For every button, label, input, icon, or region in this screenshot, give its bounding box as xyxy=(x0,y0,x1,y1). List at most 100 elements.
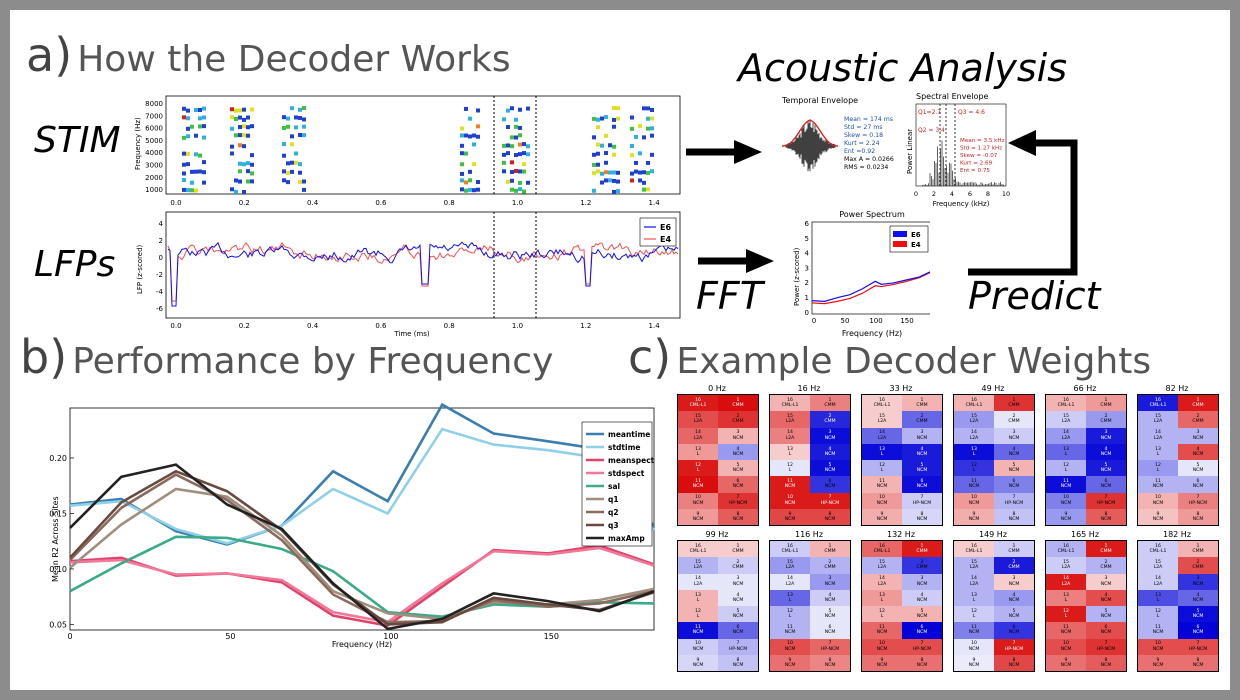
spectrogram-ytick: 1000 xyxy=(145,186,163,194)
weight-cell-label: NCM xyxy=(784,516,796,522)
ps-legend-label-e4: E4 xyxy=(911,241,921,249)
spectrogram-cell xyxy=(464,133,468,138)
weight-cell: 16 CML-L1 xyxy=(862,395,902,412)
weight-cell: 15 L2A xyxy=(862,411,902,428)
spectrogram-cell xyxy=(646,160,650,165)
weight-cell: 4 NCM xyxy=(1086,589,1126,606)
weight-cell: 2 CMM xyxy=(718,411,758,428)
weight-cell-label: L xyxy=(788,597,792,603)
weight-cell-label: CMM xyxy=(1100,565,1112,571)
weight-cell: 4 NCM xyxy=(994,589,1034,606)
spectral-q2-label: Q2 = 3.4 xyxy=(918,127,945,134)
weight-cell-label: 13 xyxy=(879,592,885,598)
weight-cell: 5 NCM xyxy=(1086,606,1126,623)
weight-cell-label: 13 xyxy=(695,446,701,452)
weight-cell: 15 L2A xyxy=(678,557,718,574)
spectrogram-cell xyxy=(472,133,476,138)
weight-cell-label: CMM xyxy=(1100,549,1112,555)
weight-cell-label: L xyxy=(880,468,884,474)
spectral-q1-label: Q1=2.7 xyxy=(918,109,941,116)
weight-cell-label: L2A xyxy=(785,435,795,441)
spectrogram-cell xyxy=(298,115,302,120)
weight-cell-label: 10 xyxy=(695,641,701,647)
spectrogram-cell xyxy=(646,106,650,111)
weight-cell-label: NCM xyxy=(1060,516,1072,522)
weight-cell-label: NCM xyxy=(1152,516,1164,522)
spectrogram-cell xyxy=(230,115,234,120)
weight-cell-label: NCM xyxy=(824,451,836,457)
weight-cell: 12 L xyxy=(678,606,718,623)
weight-cell-label: NCM xyxy=(1008,484,1020,490)
legend-label-q2: q2 xyxy=(608,508,619,517)
spectrogram-cell xyxy=(242,133,246,138)
weight-cell: 9 NCM xyxy=(862,508,902,525)
weight-cell-label: 7 xyxy=(1104,495,1108,501)
weight-cell-label: NCM xyxy=(732,484,744,490)
spectrogram-yticks: 8000 7000 6000 5000 4000 3000 2000 1000 xyxy=(145,100,163,194)
weight-cell: 11 NCM xyxy=(862,622,902,639)
weight-cell-label: 7 xyxy=(1012,641,1016,647)
weight-cell: 2 CMM xyxy=(902,557,942,574)
weight-cell-label: L xyxy=(880,597,884,603)
weight-cell: 12 L xyxy=(1138,460,1178,477)
weight-cell-label: 15 xyxy=(695,414,701,420)
weight-cell-label: NCM xyxy=(732,435,744,441)
weight-cell-label: L xyxy=(1064,614,1068,620)
section-c-letter: c) xyxy=(628,330,672,384)
weight-cell-label: NCM xyxy=(692,662,704,668)
weight-cell-label: 16 xyxy=(1063,543,1069,549)
weight-cell-label: NCM xyxy=(732,451,744,457)
spectrogram-cell xyxy=(194,188,198,193)
weight-cell-label: 4 xyxy=(736,592,740,598)
weight-cell-label: 13 xyxy=(1155,446,1161,452)
weight-cell-label: L2A xyxy=(969,435,979,441)
weight-cell: 10 NCM xyxy=(770,638,810,655)
spectrogram-cell xyxy=(460,171,464,176)
performance-chart: 0.20 0.15 0.10 0.05 0 50 100 150 meantime stdti… xyxy=(49,402,656,649)
weight-cell-label: 3 xyxy=(1012,430,1016,436)
weight-cell-label: NCM xyxy=(876,516,888,522)
weight-cell-label: 11 xyxy=(879,479,885,485)
weight-cell: 8 NCM xyxy=(718,654,758,671)
weight-cell-label: 1 xyxy=(828,543,832,549)
weight-cell-label: L xyxy=(1156,451,1160,457)
weight-cell: 1 CMM xyxy=(1086,395,1126,412)
weight-cell: 15 L2A xyxy=(678,411,718,428)
weight-cell: 3 NCM xyxy=(902,573,942,590)
weight-cell-label: NCM xyxy=(732,614,744,620)
spectrogram-cell xyxy=(506,179,510,184)
lfp-xtick: 1.4 xyxy=(649,322,661,330)
performance-xticks: 0 50 100 150 xyxy=(67,632,559,641)
weight-cell-label: L2A xyxy=(693,565,703,571)
spectrogram-ytick: 5000 xyxy=(145,137,163,145)
spectrogram-cell xyxy=(638,178,642,183)
weight-panel-title: 165 Hz xyxy=(1070,530,1100,539)
weight-cell-label: NCM xyxy=(1100,451,1112,457)
spectrogram-cell xyxy=(202,124,206,129)
spectrogram-ytick: 6000 xyxy=(145,125,163,133)
weight-cell: 1 CMM xyxy=(810,541,850,558)
weight-cell-label: 14 xyxy=(695,576,701,582)
arrow-head-lfp xyxy=(746,249,774,273)
weight-cell-label: 4 xyxy=(1196,446,1200,452)
weight-cell: 8 NCM xyxy=(718,508,758,525)
weight-panel-grid: 16 CML-L1 1 CMM 15 L2A 2 CMM 14 L2A 3 NCM 13 L 4 NCM 12 L… xyxy=(1045,540,1127,672)
weight-cell-label: NCM xyxy=(968,484,980,490)
weight-cell-label: NCM xyxy=(824,516,836,522)
weight-cell-label: NCM xyxy=(1100,484,1112,490)
weight-cell-label: 16 xyxy=(695,543,701,549)
weight-cell: 7 HP-NCM xyxy=(718,492,758,509)
legend-label-maxAmp: maxAmp xyxy=(608,534,645,543)
weight-cell-label: NCM xyxy=(876,500,888,506)
weight-cell-label: 7 xyxy=(736,495,740,501)
weight-cell-label: NCM xyxy=(1192,516,1204,522)
weight-cell-label: 8 xyxy=(1196,657,1200,663)
spectrogram-xtick: 0.6 xyxy=(375,199,387,207)
weight-cell-label: NCM xyxy=(1192,451,1204,457)
lfp-xlabel: Time (ms) xyxy=(393,330,430,338)
weight-panel-grid: 16 CML-L1 1 CMM 15 L2A 2 CMM 14 L2A 3 NCM 13 L 4 NCM 12 L… xyxy=(769,540,851,672)
weight-cell: 14 L2A xyxy=(770,573,810,590)
weight-cell-label: CMM xyxy=(1100,403,1112,409)
spectrogram-cell xyxy=(238,161,242,166)
spectrogram-cell xyxy=(464,151,468,156)
